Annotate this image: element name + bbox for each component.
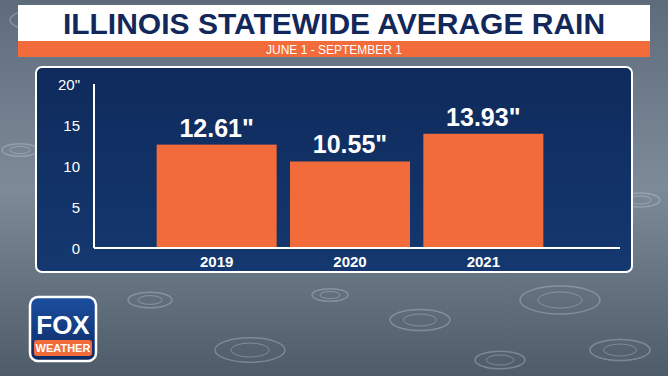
logo-box xyxy=(30,297,96,361)
ripple xyxy=(2,144,38,157)
ripple xyxy=(138,296,162,305)
subtitle-box xyxy=(18,41,650,57)
ripple xyxy=(231,343,270,357)
ripple xyxy=(128,292,172,307)
ripple xyxy=(590,340,650,361)
y-tick-label: 0 xyxy=(72,240,80,257)
data-label: 13.93" xyxy=(446,103,520,131)
ripple xyxy=(390,310,450,331)
title-box xyxy=(18,5,650,41)
y-axis xyxy=(93,84,95,248)
bar xyxy=(157,145,277,248)
x-tick-label: 2019 xyxy=(200,253,233,270)
y-tick-label: 10 xyxy=(63,158,80,175)
y-tick-label: 15 xyxy=(63,117,80,134)
ripple xyxy=(486,355,514,365)
panel xyxy=(36,67,632,272)
ripple xyxy=(475,351,525,369)
ripple xyxy=(215,338,285,363)
ripple xyxy=(520,286,600,314)
ripple xyxy=(538,292,582,308)
ripple xyxy=(312,289,348,302)
background xyxy=(0,0,668,376)
logo-band xyxy=(34,340,92,356)
title: ILLINOIS STATEWIDE AVERAGE RAIN xyxy=(63,7,605,40)
x-axis xyxy=(94,247,620,249)
y-tick-label: 20" xyxy=(58,76,80,93)
bar xyxy=(423,134,543,248)
ripple xyxy=(604,344,637,356)
x-tick-label: 2020 xyxy=(333,253,366,270)
x-tick-label: 2021 xyxy=(467,253,500,270)
ripple xyxy=(320,291,340,298)
y-tick-label: 5 xyxy=(72,199,80,216)
logo-text: FOX xyxy=(36,310,90,340)
data-label: 10.55" xyxy=(313,130,387,158)
bar xyxy=(290,161,410,248)
subtitle: JUNE 1 - SEPTEMBER 1 xyxy=(266,43,402,57)
data-label: 12.61" xyxy=(179,114,253,142)
logo-text: WEATHER xyxy=(36,342,91,354)
ripple xyxy=(404,314,437,326)
ripple xyxy=(10,146,30,153)
